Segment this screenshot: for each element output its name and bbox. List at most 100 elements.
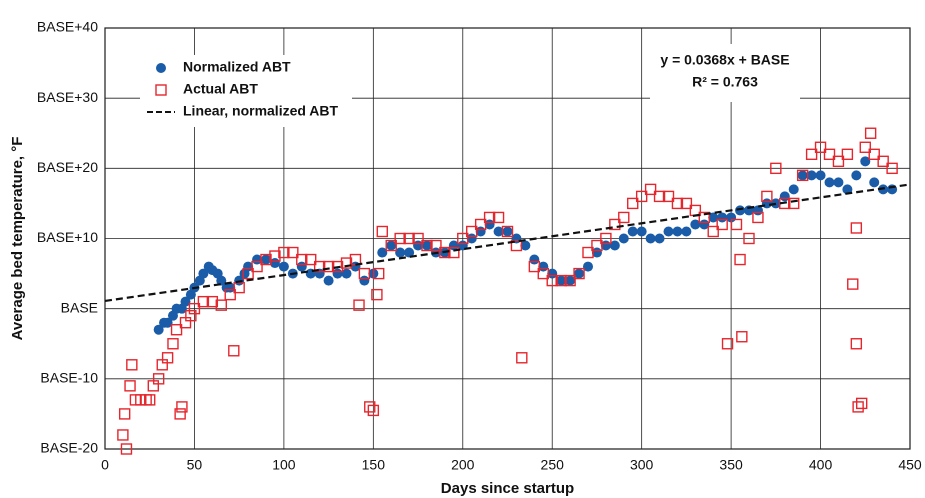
x-axis-title: Days since startup <box>441 480 574 497</box>
point <box>743 232 755 245</box>
point <box>770 162 782 175</box>
y-tick-label: BASE+20 <box>37 159 98 175</box>
point <box>856 397 868 410</box>
point <box>457 232 469 245</box>
point <box>850 338 863 350</box>
point <box>832 155 845 168</box>
point <box>573 267 585 280</box>
point <box>797 170 808 181</box>
point <box>305 253 317 266</box>
point <box>877 155 889 168</box>
point <box>653 190 666 203</box>
point <box>546 274 558 287</box>
point <box>353 299 365 311</box>
x-tick-label: 200 <box>451 457 475 473</box>
point <box>385 239 397 252</box>
y-tick-label: BASE+40 <box>37 19 98 35</box>
point <box>736 331 748 343</box>
point <box>850 222 863 234</box>
point <box>609 218 621 231</box>
point <box>520 240 531 251</box>
point <box>403 232 415 245</box>
point <box>358 267 371 280</box>
y-tick-label: BASE-20 <box>40 440 98 456</box>
point <box>805 148 818 161</box>
point <box>197 295 210 308</box>
point <box>206 295 219 308</box>
point <box>322 260 335 273</box>
point <box>806 170 817 181</box>
point <box>529 254 540 265</box>
point <box>886 162 898 175</box>
point <box>708 212 719 223</box>
point <box>228 345 240 357</box>
legend-label: Actual ABT <box>183 81 258 97</box>
x-tick-label: 100 <box>272 457 296 473</box>
point <box>412 232 424 245</box>
annotation: y = 0.0368x + BASE <box>660 52 789 68</box>
point <box>466 225 478 238</box>
point <box>502 226 513 237</box>
point <box>600 232 612 245</box>
point <box>176 401 188 413</box>
point <box>537 267 549 280</box>
point <box>126 359 138 371</box>
point <box>260 253 272 266</box>
legend-label: Normalized ABT <box>183 59 291 75</box>
point <box>582 246 594 259</box>
annotation: R² = 0.763 <box>692 74 758 90</box>
point <box>824 177 835 188</box>
point <box>359 275 370 286</box>
point <box>377 247 388 258</box>
point <box>796 169 809 182</box>
point <box>815 170 826 181</box>
legend-swatch <box>155 84 167 96</box>
point <box>269 250 281 262</box>
y-tick-label: BASE+10 <box>37 229 98 245</box>
x-tick-label: 150 <box>362 457 386 473</box>
point <box>869 177 880 188</box>
point <box>609 240 620 251</box>
point <box>860 156 871 167</box>
point <box>847 278 859 290</box>
x-tick-label: 300 <box>630 457 654 473</box>
point <box>636 226 647 237</box>
point <box>404 247 415 258</box>
point <box>161 352 174 364</box>
legend: Normalized ABT Actual ABT Linear, normaliz… <box>140 55 352 127</box>
point <box>752 211 764 224</box>
point <box>671 197 684 210</box>
point <box>859 141 871 153</box>
y-tick-label: BASE+30 <box>37 89 98 105</box>
point <box>215 299 227 311</box>
point <box>439 246 451 259</box>
point <box>510 239 523 252</box>
point <box>188 302 201 315</box>
point <box>761 198 772 209</box>
point <box>681 226 692 237</box>
point <box>716 218 728 231</box>
point <box>323 275 334 286</box>
x-tick-label: 250 <box>541 457 565 473</box>
point <box>180 296 191 307</box>
point <box>734 253 746 266</box>
point <box>721 338 734 350</box>
point <box>251 260 263 273</box>
point <box>516 352 528 364</box>
x-tick-label: 350 <box>719 457 743 473</box>
point <box>851 170 862 181</box>
point <box>788 197 800 210</box>
point <box>690 219 701 230</box>
point <box>841 148 854 161</box>
point <box>635 190 648 203</box>
point <box>730 218 743 231</box>
point <box>118 408 131 420</box>
y-tick-label: BASE-10 <box>40 370 98 386</box>
point <box>564 274 576 287</box>
point <box>341 268 352 279</box>
x-tick-label: 50 <box>187 457 203 473</box>
point <box>162 317 173 328</box>
point <box>591 239 603 252</box>
point <box>371 288 383 301</box>
